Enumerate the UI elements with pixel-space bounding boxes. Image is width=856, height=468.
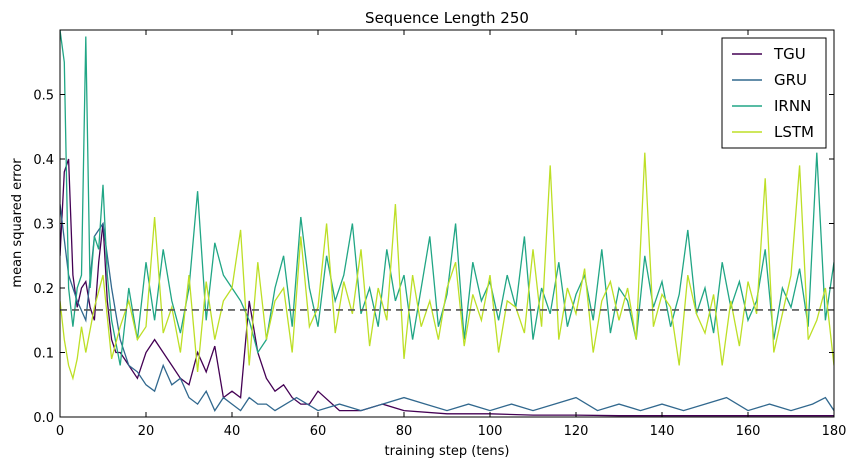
- x-tick-label: 60: [310, 424, 327, 439]
- plot-frame: [59, 29, 835, 418]
- series-line-tgu: [60, 158, 834, 417]
- y-tick-label: 0.2: [33, 282, 54, 297]
- x-tick-label: 20: [138, 424, 155, 439]
- x-tick-label: 0: [56, 424, 64, 439]
- legend-label-tgu: TGU: [773, 45, 806, 63]
- x-tick-label: 140: [650, 424, 675, 439]
- chart-title: Sequence Length 250: [365, 9, 529, 27]
- y-axis-label: mean squared error: [10, 158, 25, 288]
- x-tick-label: 120: [564, 424, 589, 439]
- x-tick-label: 160: [736, 424, 761, 439]
- y-tick-label: 0.4: [33, 153, 54, 168]
- x-tick-label: 80: [396, 424, 413, 439]
- y-tick-label: 0.0: [33, 411, 54, 426]
- legend-box: [721, 37, 827, 149]
- y-tick-label: 0.5: [33, 89, 54, 104]
- y-tick-label: 0.1: [33, 347, 54, 362]
- y-axis-ticks: 0.0 0.1 0.2 0.3 0.4 0.5: [33, 89, 834, 426]
- x-tick-label: 180: [822, 424, 847, 439]
- legend: TGU GRU IRNN LSTM: [721, 37, 827, 149]
- x-tick-label: 40: [224, 424, 241, 439]
- y-tick-label: 0.3: [33, 218, 54, 233]
- series-line-gru: [60, 204, 834, 412]
- x-axis-label: training step (tens): [385, 444, 510, 459]
- legend-label-gru: GRU: [774, 71, 807, 89]
- legend-items: TGU GRU IRNN LSTM: [732, 45, 814, 141]
- x-axis-ticks: 0 20 40 60 80 100 120 140 160 180: [56, 30, 847, 439]
- legend-label-lstm: LSTM: [774, 123, 814, 141]
- series-line-irnn: [60, 30, 834, 366]
- series-line-lstm: [60, 152, 834, 381]
- series-layer: [60, 30, 834, 417]
- legend-label-irnn: IRNN: [774, 97, 811, 115]
- x-tick-label: 100: [478, 424, 503, 439]
